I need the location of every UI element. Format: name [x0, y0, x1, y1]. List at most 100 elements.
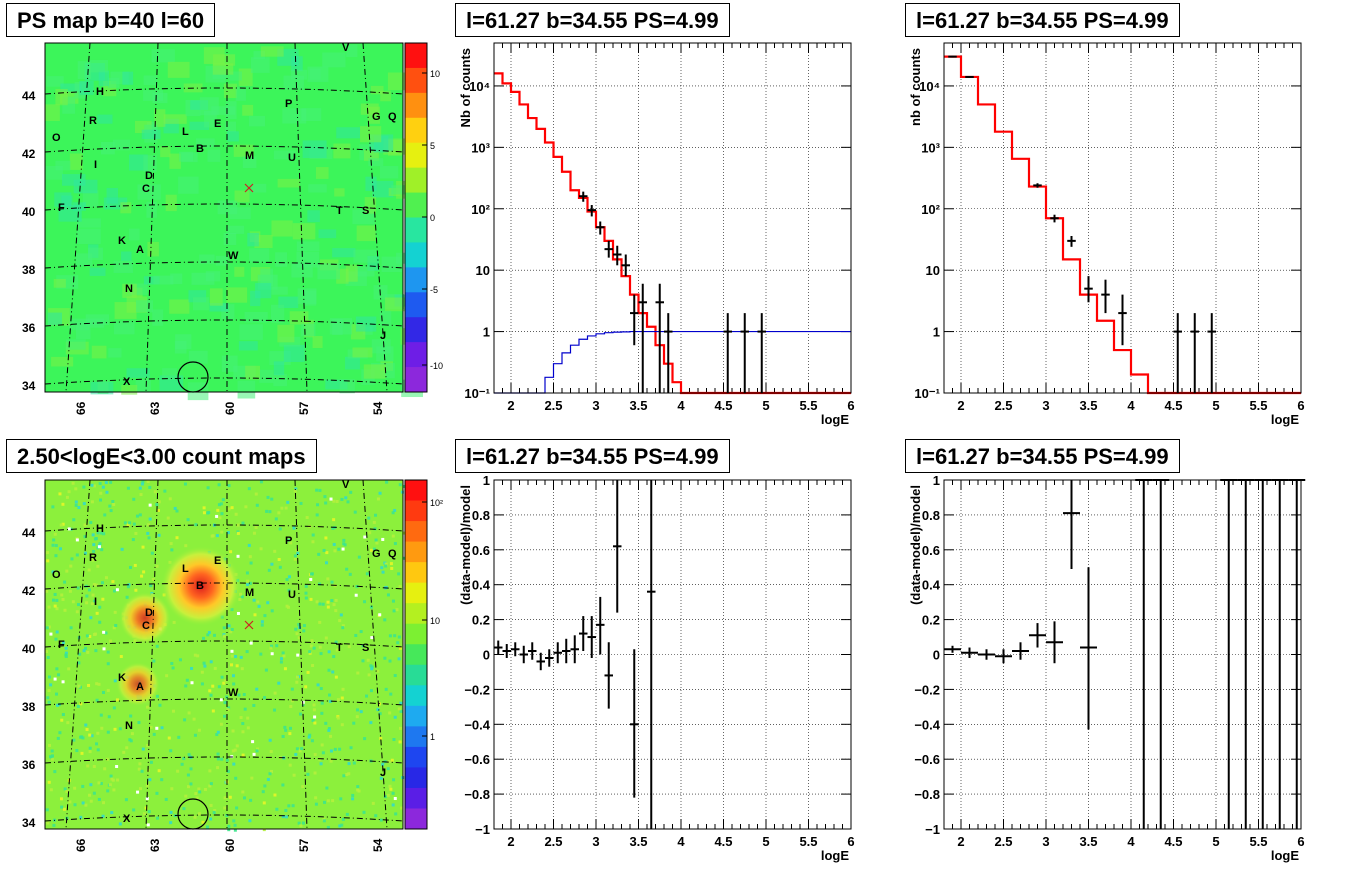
- y-tick-label: −1: [475, 822, 490, 837]
- source-label: B: [196, 580, 204, 592]
- data-point: [647, 480, 656, 829]
- source-label: W: [228, 250, 239, 262]
- x-axis-title: logE: [1271, 848, 1299, 863]
- y-axis-title: nb of counts: [908, 48, 923, 126]
- data-point: [1084, 276, 1093, 303]
- y-tick-label: 0.2: [472, 613, 490, 628]
- data-point: [579, 191, 588, 202]
- colorbar: 10² 10 1: [404, 479, 443, 830]
- data-point: [621, 254, 630, 277]
- source-label: J: [380, 330, 386, 342]
- data-point: [536, 652, 545, 671]
- source-label: V: [342, 42, 350, 54]
- y-tick-label: −0.6: [914, 752, 940, 767]
- residual-chart-bottom-middle: 2 2.5 3 3.5 4 4.5 5 5.5 6 1 0.8 0.6 0.4 0.2 0 −0.2 −0.4 −…: [458, 473, 855, 863]
- colorbar-tick-label: 10: [430, 69, 440, 79]
- data-point: [965, 75, 974, 78]
- x-tick-label: 5: [1212, 398, 1219, 413]
- y-tick-label: 10: [926, 263, 940, 278]
- x-tick-label: 4: [1127, 398, 1135, 413]
- y-tick-label: 10²: [471, 202, 490, 217]
- data-point: [638, 283, 647, 393]
- x-tick-label: 3.5: [629, 834, 647, 849]
- y-tick-label: 10⁻¹: [464, 386, 490, 401]
- source-label: K: [118, 235, 126, 247]
- data-point: [1063, 480, 1080, 569]
- map-x-tick-label: 60: [223, 401, 237, 415]
- data-point: [630, 649, 639, 798]
- source-label: G: [372, 548, 381, 560]
- source-label: A: [136, 681, 144, 693]
- x-tick-label: 5.5: [799, 834, 817, 849]
- map-y-tick-label: 42: [22, 584, 36, 598]
- source-label: T: [336, 642, 343, 654]
- source-label: M: [245, 587, 254, 599]
- data-point: [596, 221, 605, 235]
- source-label: N: [125, 720, 133, 732]
- map-x-tick-label: 63: [148, 838, 162, 852]
- source-label: E: [214, 118, 221, 130]
- x-tick-label: 2.5: [994, 398, 1012, 413]
- source-label: L: [182, 563, 189, 575]
- data-point: [1207, 313, 1216, 393]
- map-x-tick-label: 54: [371, 838, 385, 852]
- y-tick-label: 0.6: [472, 543, 490, 558]
- source-label: H: [96, 86, 104, 98]
- map-y-tick-label: 42: [22, 147, 36, 161]
- colorbar-tick-label: 5: [430, 141, 435, 151]
- y-tick-label: 1: [483, 473, 490, 488]
- model-step-line: [944, 55, 1301, 395]
- x-tick-label: 4: [677, 398, 685, 413]
- model-step-line: [494, 72, 851, 395]
- x-tick-label: 2: [957, 398, 964, 413]
- data-point: [1101, 279, 1110, 314]
- x-tick-label: 5: [762, 398, 769, 413]
- data-point: [1050, 214, 1059, 223]
- source-label: B: [196, 143, 204, 155]
- x-tick-label: 4.5: [1164, 398, 1182, 413]
- data-point: [1012, 642, 1029, 660]
- data-point: [604, 642, 613, 709]
- colorbar-tick-label: -5: [430, 285, 438, 295]
- y-tick-label: 0.4: [472, 578, 491, 593]
- data-point: [494, 640, 503, 655]
- colorbar-tick-label: -10: [430, 361, 443, 371]
- data-point: [740, 313, 749, 393]
- data-point: [587, 205, 596, 217]
- source-label: U: [288, 152, 296, 164]
- y-tick-label: −0.6: [464, 752, 490, 767]
- data-point: [948, 55, 957, 58]
- plot-frame: [493, 479, 852, 830]
- data-point: [613, 480, 622, 613]
- x-tick-label: 3: [1042, 834, 1049, 849]
- data-point: [502, 644, 511, 658]
- data-point: [1118, 294, 1127, 346]
- y-tick-label: 10⁴: [919, 79, 940, 94]
- colorbar-tick-label: 0: [430, 213, 435, 223]
- psf-circle: [177, 361, 209, 393]
- y-tick-label: 0.6: [922, 543, 940, 558]
- y-axis-title: (data-model)/model: [458, 485, 473, 605]
- y-tick-label: −0.8: [464, 787, 490, 802]
- map-y-tick-label: 34: [22, 816, 36, 830]
- y-tick-label: 0.4: [922, 578, 941, 593]
- source-label: S: [362, 205, 369, 217]
- y-tick-label: 1: [933, 473, 940, 488]
- grid-lines: [944, 43, 1302, 394]
- data-point: [630, 294, 639, 346]
- target-marker: [244, 183, 254, 193]
- data-point: [613, 245, 622, 266]
- y-tick-label: −0.4: [914, 717, 940, 732]
- count-map-panel: 66 63 60 57 54 44 42 40 38 36 34 V H P R G Q O L E B M U I DC T S F…: [22, 479, 443, 852]
- plot-frame: [943, 42, 1302, 394]
- residual-bottom-right-title: l=61.27 b=34.55 PS=4.99: [905, 439, 1180, 473]
- spectrum-chart-top-middle: 2 2.5 3 3.5 4 4.5 5 5.5 6 10⁻¹ 1 10 10² 10³ 10⁴ logE Nb …: [458, 42, 855, 427]
- y-tick-label: 10⁴: [469, 79, 490, 94]
- data-point: [528, 642, 537, 660]
- map-x-tick-label: 63: [148, 401, 162, 415]
- y-tick-label: 1: [483, 325, 490, 340]
- data-point: [1029, 623, 1046, 648]
- y-tick-label: −1: [925, 822, 940, 837]
- map-y-tick-label: 40: [22, 205, 36, 219]
